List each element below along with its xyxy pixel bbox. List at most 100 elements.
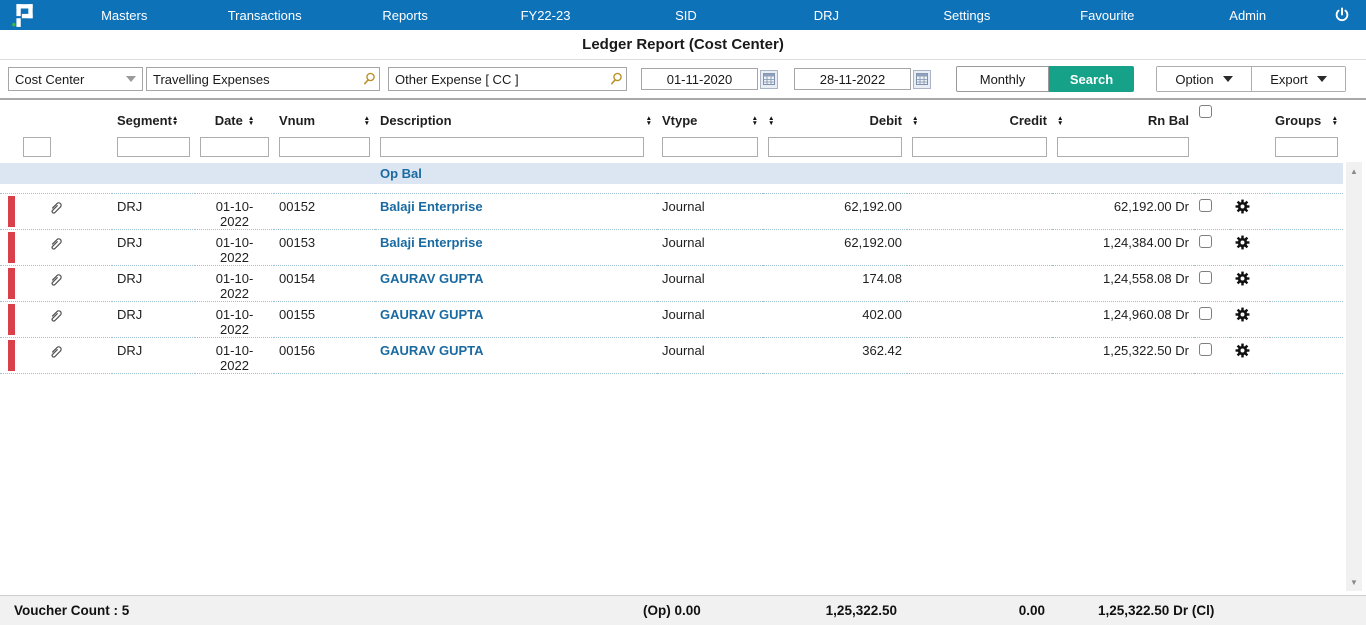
power-icon xyxy=(1335,7,1349,22)
option-button[interactable]: Option xyxy=(1157,67,1251,91)
monthly-button[interactable]: Monthly xyxy=(956,66,1049,92)
search-icon[interactable] xyxy=(363,72,376,85)
paperclip-icon[interactable] xyxy=(47,343,65,361)
gear-icon[interactable] xyxy=(1235,199,1250,214)
sort-arrows-icon[interactable] xyxy=(172,116,178,126)
nav-item-favourite[interactable]: Favourite xyxy=(1080,7,1135,23)
row-checkbox[interactable] xyxy=(1199,198,1212,212)
description-link[interactable]: Balaji Enterprise xyxy=(380,198,483,214)
nav-item-drj[interactable]: DRJ xyxy=(813,7,840,23)
caret-down-icon xyxy=(126,76,136,82)
opening-total: (Op) 0.00 xyxy=(643,603,701,618)
sort-arrows-icon[interactable] xyxy=(752,116,758,126)
row-marker xyxy=(8,303,15,335)
credit-cell xyxy=(907,264,1052,301)
description-link[interactable]: GAURAV GUPTA xyxy=(380,342,484,358)
gear-icon[interactable] xyxy=(1235,343,1250,358)
row-checkbox[interactable] xyxy=(1199,234,1212,248)
filter-description-input[interactable] xyxy=(380,137,644,157)
ledger-row: DRJ 01-10-2022 00155 GAURAV GUPTA Journa… xyxy=(0,300,1343,337)
gear-icon[interactable] xyxy=(1235,235,1250,250)
opening-balance-row: Op Bal xyxy=(0,163,1343,184)
col-attach-header xyxy=(0,100,112,135)
paperclip-icon[interactable] xyxy=(47,307,65,325)
paperclip-icon[interactable] xyxy=(47,271,65,289)
app-logo[interactable] xyxy=(0,2,54,28)
filter-groups-input[interactable] xyxy=(1275,137,1338,157)
credit-total: 0.00 xyxy=(1018,603,1045,618)
sort-arrows-icon[interactable] xyxy=(1057,116,1063,126)
attachment-cell xyxy=(0,228,112,265)
vnum-cell: 00155 xyxy=(274,300,375,337)
relyon-logo-icon xyxy=(12,4,33,27)
gear-icon[interactable] xyxy=(1235,271,1250,286)
export-button-label: Export xyxy=(1270,71,1308,87)
groups-cell xyxy=(1270,300,1343,337)
vnum-cell: 00156 xyxy=(274,336,375,374)
nav-item-fy[interactable]: FY22-23 xyxy=(520,7,571,23)
filter-vtype-input[interactable] xyxy=(662,137,758,157)
from-date-calendar-button[interactable] xyxy=(760,69,778,89)
vtype-cell: Journal xyxy=(657,300,763,337)
col-date-header[interactable]: Date xyxy=(195,100,274,135)
export-button[interactable]: Export xyxy=(1251,67,1345,91)
sort-arrows-icon[interactable] xyxy=(768,116,774,126)
filter-vnum-input[interactable] xyxy=(279,137,370,157)
category-select[interactable]: Cost Center xyxy=(8,67,143,91)
nav-item-admin[interactable]: Admin xyxy=(1229,7,1267,23)
rnbal-cell: 1,24,558.08 Dr xyxy=(1052,264,1194,301)
paperclip-icon[interactable] xyxy=(47,235,65,253)
filter-attach-input[interactable] xyxy=(23,137,51,157)
description-link[interactable]: GAURAV GUPTA xyxy=(380,270,484,286)
description-link[interactable]: Balaji Enterprise xyxy=(380,234,483,250)
logout-button[interactable] xyxy=(1318,7,1366,23)
nav-item-transactions[interactable]: Transactions xyxy=(227,7,302,23)
col-vtype-header[interactable]: Vtype xyxy=(657,100,763,135)
ledger-search-input[interactable] xyxy=(146,67,380,91)
row-checkbox[interactable] xyxy=(1199,342,1212,356)
filter-debit-input[interactable] xyxy=(768,137,902,157)
nav-item-reports[interactable]: Reports xyxy=(382,7,428,23)
checkbox-cell xyxy=(1194,228,1230,265)
gear-icon[interactable] xyxy=(1235,307,1250,322)
rnbal-cell: 1,24,384.00 Dr xyxy=(1052,228,1194,265)
col-segment-header[interactable]: Segment xyxy=(112,100,195,135)
to-date-calendar-button[interactable] xyxy=(913,69,931,89)
sort-arrows-icon[interactable] xyxy=(912,116,918,126)
row-checkbox[interactable] xyxy=(1199,270,1212,284)
scroll-down-icon[interactable]: ▼ xyxy=(1350,577,1358,587)
col-description-header[interactable]: Description xyxy=(375,100,657,135)
col-rnbal-header[interactable]: Rn Bal xyxy=(1052,100,1194,135)
date-cell: 01-10-2022 xyxy=(195,192,274,229)
filter-segment-input[interactable] xyxy=(117,137,190,157)
filter-rnbal-input[interactable] xyxy=(1057,137,1189,157)
col-credit-header[interactable]: Credit xyxy=(907,100,1052,135)
date-cell: 01-10-2022 xyxy=(195,336,274,374)
paperclip-icon[interactable] xyxy=(47,199,65,217)
search-icon[interactable] xyxy=(610,72,623,85)
search-button[interactable]: Search xyxy=(1049,66,1134,92)
nav-item-settings[interactable]: Settings xyxy=(943,7,991,23)
column-filter-row xyxy=(0,135,1343,163)
to-date-input[interactable] xyxy=(794,68,911,90)
description-link[interactable]: GAURAV GUPTA xyxy=(380,306,484,322)
nav-item-sid[interactable]: SID xyxy=(675,7,697,23)
filter-date-input[interactable] xyxy=(200,137,269,157)
nav-item-masters[interactable]: Masters xyxy=(101,7,148,23)
col-vnum-header[interactable]: Vnum xyxy=(274,100,375,135)
segment-header-label: Segment xyxy=(117,113,172,128)
date-header-label: Date xyxy=(214,113,243,128)
sort-arrows-icon[interactable] xyxy=(1332,116,1338,126)
col-debit-header[interactable]: Debit xyxy=(763,100,907,135)
sort-arrows-icon[interactable] xyxy=(248,116,254,126)
filter-credit-input[interactable] xyxy=(912,137,1047,157)
sort-arrows-icon[interactable] xyxy=(646,116,652,126)
scroll-up-icon[interactable]: ▲ xyxy=(1350,166,1358,176)
select-all-checkbox[interactable] xyxy=(1199,105,1212,118)
row-checkbox[interactable] xyxy=(1199,306,1212,320)
costcenter-search-input[interactable] xyxy=(388,67,627,91)
sort-arrows-icon[interactable] xyxy=(364,116,370,126)
from-date-input[interactable] xyxy=(641,68,758,90)
col-groups-header[interactable]: Groups xyxy=(1270,100,1343,135)
vertical-scrollbar[interactable]: ▲ ▼ xyxy=(1346,162,1362,591)
